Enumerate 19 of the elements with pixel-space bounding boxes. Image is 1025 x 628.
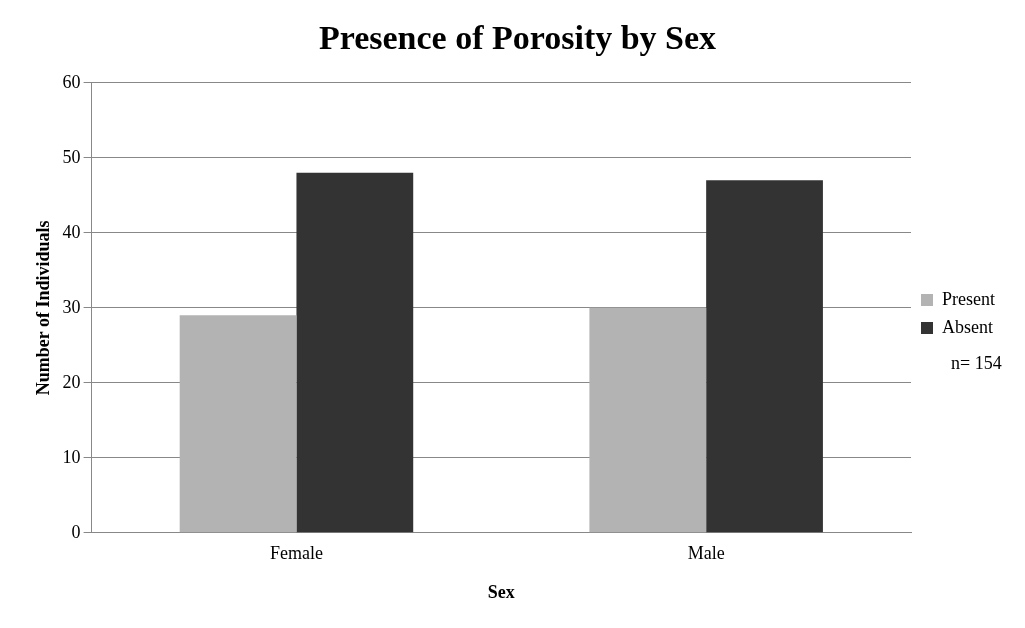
text: n= 154 <box>951 353 1002 373</box>
y-tick-label: 60 <box>62 71 81 92</box>
chart-title: Presence of Porosity by Sex <box>318 19 717 57</box>
legend-label: Absent <box>942 316 994 337</box>
legend-label: Present <box>942 288 996 309</box>
x-axis-title: Sex <box>487 581 515 602</box>
y-axis-title: Number of Individuals <box>33 220 54 396</box>
x-tick-label: Male <box>687 543 725 564</box>
y-tick-label: 30 <box>62 296 81 317</box>
y-tick-label: 50 <box>62 146 81 167</box>
y-tick-label: 10 <box>62 446 81 467</box>
bar <box>589 307 707 533</box>
bar <box>296 172 414 533</box>
bar <box>706 180 823 533</box>
y-tick-label: 40 <box>62 221 81 242</box>
y-tick-label: 0 <box>71 521 81 542</box>
x-tick-label: Female <box>269 543 323 564</box>
bar <box>179 315 297 533</box>
y-tick-label: 20 <box>62 371 81 392</box>
